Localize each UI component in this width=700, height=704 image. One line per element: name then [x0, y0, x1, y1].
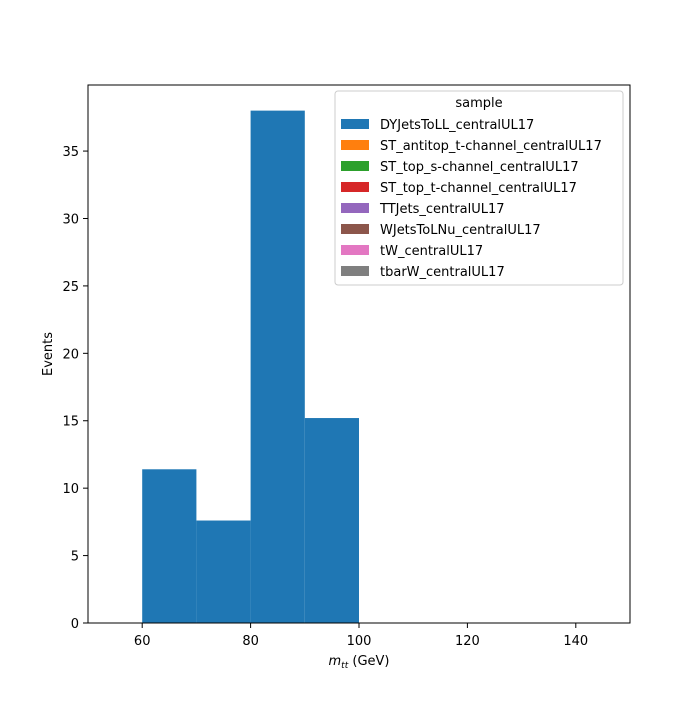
legend-label-5: WJetsToLNu_centralUL17 — [380, 223, 541, 238]
y-tick-label: 25 — [62, 280, 79, 295]
x-tick-label: 60 — [134, 634, 151, 649]
legend-box — [334, 90, 624, 286]
legend-label-1: ST_antitop_t-channel_centralUL17 — [380, 139, 602, 154]
legend-swatch-3 — [341, 182, 369, 192]
legend-label-4: TTJets_centralUL17 — [379, 202, 505, 217]
legend: sample DYJetsToLL_centralUL17 ST_antitop_t… — [334, 90, 624, 286]
x-tick-label: 120 — [455, 634, 480, 649]
legend-swatch-7 — [341, 266, 369, 276]
legend-title: sample — [455, 96, 502, 111]
x-tick-label: 100 — [347, 634, 372, 649]
histogram-bar-0-2 — [250, 110, 305, 624]
y-tick-label: 0 — [71, 617, 79, 632]
x-axis-label-unit: (GeV) — [348, 654, 389, 669]
histogram-bar-0-3 — [304, 418, 359, 623]
x-tick-label: 140 — [563, 634, 588, 649]
y-axis-label: Events — [41, 332, 56, 376]
legend-label-6: tW_centralUL17 — [380, 244, 483, 259]
legend-label-0: DYJetsToLL_centralUL17 — [380, 118, 534, 133]
y-tick-label: 35 — [62, 145, 79, 160]
legend-label-3: ST_top_t-channel_centralUL17 — [380, 181, 577, 196]
bars-layer — [142, 110, 359, 624]
x-axis-label-subscript: tt — [341, 661, 349, 671]
y-tick-label: 15 — [62, 415, 79, 430]
legend-swatch-2 — [341, 161, 369, 171]
histogram-bar-0-0 — [142, 469, 197, 623]
legend-swatch-1 — [341, 140, 369, 150]
legend-label-7: tbarW_centralUL17 — [380, 265, 505, 280]
x-tick-label: 80 — [242, 634, 259, 649]
axes-layer: 60 80 100 120 140 0 5 10 15 20 25 30 35 mtt (GeV) Even… — [41, 84, 631, 671]
x-axis-label-var: m — [329, 654, 342, 669]
legend-swatch-0 — [341, 119, 369, 129]
y-tick-label: 5 — [71, 550, 79, 565]
y-tick-label: 20 — [62, 347, 79, 362]
legend-swatch-6 — [341, 245, 369, 255]
y-tick-label: 30 — [62, 212, 79, 227]
histogram-bar-0-1 — [196, 520, 251, 623]
legend-label-2: ST_top_s-channel_centralUL17 — [380, 160, 579, 175]
y-tick-label: 10 — [62, 482, 79, 497]
x-axis-label: mtt (GeV) — [329, 654, 390, 671]
legend-swatch-4 — [341, 203, 369, 213]
legend-swatch-5 — [341, 224, 369, 234]
